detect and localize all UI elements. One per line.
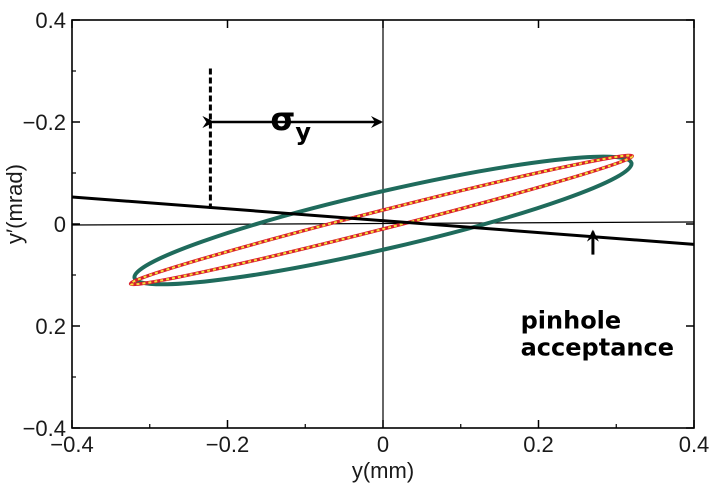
y-tick-label: −0.2 (23, 110, 66, 135)
y-tick-label: 0.4 (35, 8, 66, 33)
y-tick-label: −0.4 (23, 416, 66, 441)
x-tick-label: 0.4 (679, 432, 710, 457)
pinhole-annotation-line-2: acceptance (521, 334, 674, 362)
y-axis-label: y′(mrad) (2, 164, 27, 244)
sigma-symbol: σ (270, 100, 295, 138)
x-tick-label: 0.2 (523, 432, 554, 457)
x-axis-label: y(mm) (352, 458, 414, 483)
axis-tick-labels: −0.4 −0.2 0 0.2 0.4 −0.4 0.2 0 −0.2 0.4 (23, 8, 710, 457)
y-tick-label: 0 (54, 212, 66, 237)
inner-ellipse-dash (129, 154, 634, 286)
outer-ellipse (132, 154, 634, 287)
sigma-label: σy (270, 100, 311, 146)
y-tick-label: 0.2 (35, 314, 66, 339)
x-tick-label: 0 (377, 432, 389, 457)
sigma-subscript: y (295, 118, 311, 146)
x-tick-label: −0.4 (50, 432, 93, 457)
pinhole-annotation-line-1: pinhole (521, 307, 622, 335)
axis-ticks (71, 19, 695, 429)
x-tick-label: −0.2 (206, 432, 249, 457)
